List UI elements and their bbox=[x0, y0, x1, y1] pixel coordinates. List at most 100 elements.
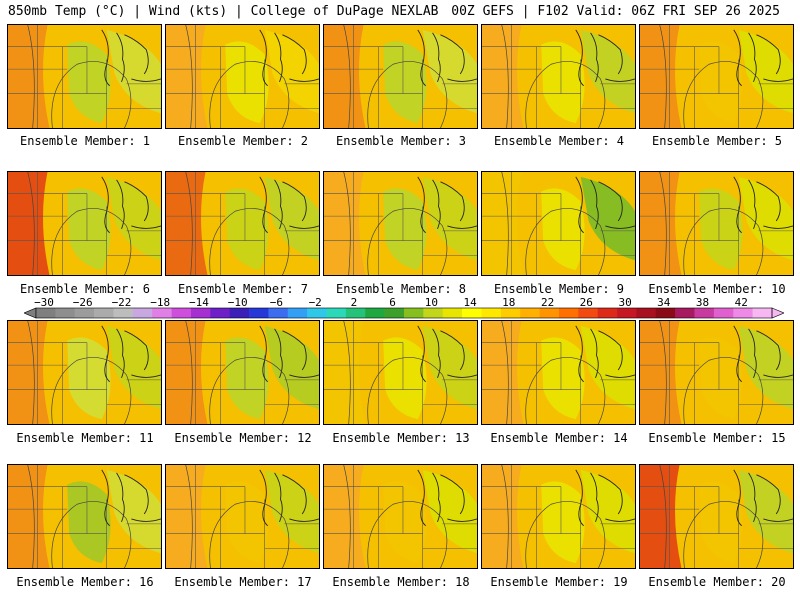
colorbar-swatch bbox=[442, 308, 463, 318]
map-plot bbox=[8, 465, 161, 568]
colorbar-tick-label: 14 bbox=[463, 296, 477, 309]
map-plot bbox=[8, 25, 161, 128]
colorbar-tick-label: 34 bbox=[657, 296, 671, 309]
colorbar-swatch bbox=[733, 308, 753, 318]
ensemble-map-panel bbox=[639, 171, 794, 276]
colorbar-swatch bbox=[113, 308, 134, 318]
map-plot bbox=[324, 321, 477, 424]
map-plot bbox=[640, 25, 793, 128]
colorbar-tick-label: −14 bbox=[188, 296, 209, 309]
ensemble-map-panel bbox=[7, 320, 162, 425]
colorbar-tick-label: 10 bbox=[424, 296, 439, 309]
ensemble-member-label: Ensemble Member: 9 bbox=[493, 282, 625, 296]
ensemble-map-panel bbox=[7, 171, 162, 276]
ensemble-map-panel bbox=[165, 320, 320, 425]
colorbar-tick-label: 6 bbox=[389, 296, 396, 309]
ensemble-member-label: Ensemble Member: 3 bbox=[335, 134, 467, 148]
colorbar-swatch bbox=[558, 308, 579, 318]
colorbar-tick-label: 42 bbox=[734, 296, 748, 309]
colorbar-swatch bbox=[694, 308, 715, 318]
map-plot bbox=[482, 25, 635, 128]
colorbar-swatch bbox=[404, 308, 424, 318]
colorbar-tick-label: −18 bbox=[150, 296, 171, 309]
colorbar-swatch bbox=[307, 308, 327, 318]
colorbar-swatch bbox=[171, 308, 192, 318]
ensemble-member-label: Ensemble Member: 18 bbox=[332, 575, 470, 589]
colorbar-tick-label: 2 bbox=[350, 296, 358, 309]
colorbar-swatch bbox=[617, 308, 637, 318]
colorbar-swatch bbox=[74, 308, 95, 318]
ensemble-map-panel bbox=[165, 24, 320, 129]
colorbar-swatch bbox=[55, 308, 76, 318]
ensemble-map-panel bbox=[639, 320, 794, 425]
colorbar-tick-label: 18 bbox=[502, 296, 516, 309]
ensemble-member-label: Ensemble Member: 8 bbox=[335, 282, 467, 296]
ensemble-member-label: Ensemble Member: 4 bbox=[493, 134, 625, 148]
colorbar-swatch bbox=[94, 308, 114, 318]
colorbar-swatch bbox=[268, 308, 289, 318]
ensemble-map-panel bbox=[481, 464, 636, 569]
map-plot bbox=[640, 321, 793, 424]
ensemble-member-label: Ensemble Member: 1 bbox=[19, 134, 151, 148]
header-run-info: 00Z GEFS | F102 Valid: 06Z FRI SEP 26 20… bbox=[451, 4, 780, 19]
colorbar-swatch bbox=[249, 308, 269, 318]
colorbar-tick-label: 26 bbox=[579, 296, 593, 309]
ensemble-member-label: Ensemble Member: 6 bbox=[19, 282, 151, 296]
colorbar-swatch bbox=[597, 308, 618, 318]
colorbar-tick-label: −26 bbox=[72, 296, 93, 309]
colorbar-swatch bbox=[152, 308, 172, 318]
map-plot bbox=[324, 25, 477, 128]
colorbar-swatch bbox=[210, 308, 230, 318]
map-plot bbox=[640, 172, 793, 275]
ensemble-map-panel bbox=[165, 464, 320, 569]
map-plot bbox=[166, 321, 319, 424]
ensemble-member-label: Ensemble Member: 12 bbox=[174, 431, 312, 445]
map-plot bbox=[166, 25, 319, 128]
colorbar-tick-label: −2 bbox=[308, 296, 322, 309]
colorbar-tick-label: −22 bbox=[111, 296, 132, 309]
colorbar-swatch bbox=[636, 308, 657, 318]
header-title: 850mb Temp (°C) | Wind (kts) | College o… bbox=[8, 4, 439, 19]
colorbar-swatch bbox=[132, 308, 153, 318]
map-plot bbox=[8, 321, 161, 424]
colorbar-swatch bbox=[462, 308, 482, 318]
ensemble-member-label: Ensemble Member: 17 bbox=[174, 575, 312, 589]
colorbar-swatch bbox=[675, 308, 695, 318]
colorbar-tick-label: 22 bbox=[540, 296, 555, 309]
colorbar-swatch bbox=[229, 308, 250, 318]
colorbar-swatch bbox=[752, 308, 773, 318]
ensemble-member-label: Ensemble Member: 20 bbox=[648, 575, 786, 589]
ensemble-member-label: Ensemble Member: 16 bbox=[16, 575, 154, 589]
colorbar-swatch bbox=[423, 308, 444, 318]
colorbar-swatch bbox=[578, 308, 598, 318]
colorbar-tick-label: 38 bbox=[695, 296, 710, 309]
map-plot bbox=[166, 172, 319, 275]
ensemble-map-panel bbox=[7, 464, 162, 569]
colorbar-tick-label: 30 bbox=[618, 296, 632, 309]
ensemble-map-panel bbox=[481, 171, 636, 276]
ensemble-member-label: Ensemble Member: 14 bbox=[490, 431, 628, 445]
colorbar-swatch bbox=[365, 308, 385, 318]
ensemble-map-panel bbox=[165, 171, 320, 276]
ensemble-map-panel bbox=[323, 464, 478, 569]
colorbar-tick-label: −30 bbox=[34, 296, 54, 309]
colorbar-swatch bbox=[539, 308, 560, 318]
temperature-colorbar bbox=[24, 307, 784, 319]
map-plot bbox=[640, 465, 793, 568]
ensemble-member-label: Ensemble Member: 15 bbox=[648, 431, 786, 445]
colorbar-swatch bbox=[655, 308, 676, 318]
map-plot bbox=[482, 321, 635, 424]
colorbar-swatch bbox=[326, 308, 347, 318]
ensemble-map-panel bbox=[323, 171, 478, 276]
colorbar-swatch bbox=[500, 308, 521, 318]
map-plot bbox=[324, 465, 477, 568]
colorbar-swatch bbox=[190, 308, 211, 318]
colorbar-tick-label: −10 bbox=[227, 296, 248, 309]
ensemble-map-panel bbox=[481, 24, 636, 129]
ensemble-map-panel bbox=[481, 320, 636, 425]
colorbar-tick-label: −6 bbox=[269, 296, 284, 309]
map-plot bbox=[166, 465, 319, 568]
ensemble-member-label: Ensemble Member: 2 bbox=[177, 134, 309, 148]
ensemble-member-label: Ensemble Member: 13 bbox=[332, 431, 470, 445]
colorbar-swatch bbox=[384, 308, 405, 318]
